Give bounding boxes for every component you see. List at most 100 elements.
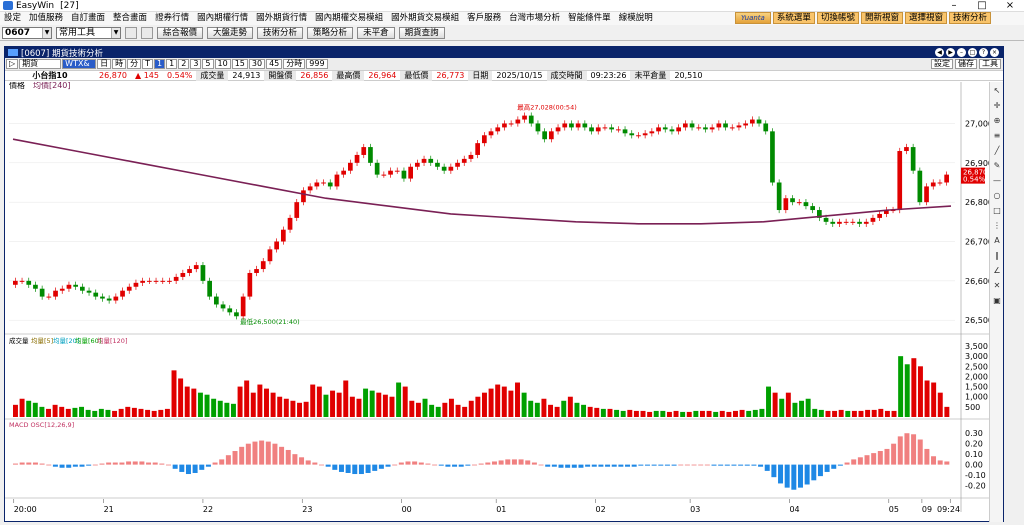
menu-item-7[interactable]: 國內期權交易模組 (315, 13, 384, 23)
market-trend-button[interactable]: 大盤走勢 (207, 26, 254, 39)
settings-button[interactable]: 設定 (931, 59, 953, 69)
volume-bar (250, 392, 256, 417)
osc-tick-label: 0.20 (965, 440, 983, 449)
freq-button-1[interactable]: 時 (112, 59, 127, 69)
open-interest-button[interactable]: 未平倉 (357, 26, 395, 39)
last-price-tag-label: 26,870 (963, 169, 988, 177)
menu-item-10[interactable]: 台灣市場分析 (509, 13, 561, 23)
candle (106, 298, 112, 301)
volume-bar (812, 408, 818, 417)
symbol-input[interactable]: 0607 ▼ (2, 26, 52, 39)
tools-button[interactable]: 工具 (979, 59, 1001, 69)
candle (595, 127, 601, 132)
menu-item-8[interactable]: 國外期貨交易模組 (391, 13, 460, 23)
minus-icon[interactable]: — (993, 176, 1001, 185)
close-icon[interactable]: × (990, 48, 999, 57)
switch-account-button[interactable]: 切換帳號 (816, 12, 859, 24)
osc-bar (452, 464, 458, 467)
parallel-icon[interactable]: ∥ (995, 251, 999, 260)
freq-button-11[interactable]: 30 (248, 59, 266, 69)
close-icon[interactable]: × (1005, 0, 1015, 11)
candle (234, 312, 239, 317)
bar-count-input[interactable]: 999 (306, 59, 328, 69)
freq-button-12[interactable]: 45 (266, 59, 283, 69)
minimize-icon[interactable]: – (951, 0, 957, 11)
menu-item-9[interactable]: 客戶服務 (467, 13, 502, 23)
osc-bar (877, 451, 883, 465)
price-change-pct: 0.54% (166, 70, 193, 80)
cursor-icon[interactable]: ↖ (993, 86, 1001, 95)
back-icon[interactable]: ◀ (935, 48, 944, 57)
tech-analysis-button[interactable]: 技術分析 (257, 26, 304, 39)
osc-tick-label: -0.10 (965, 471, 986, 480)
menu-item-0[interactable]: 設定 (4, 13, 22, 23)
type-select[interactable]: 期貨 (19, 59, 62, 69)
menu-item-11[interactable]: 智能條件單 (568, 13, 611, 23)
quote-button[interactable]: 綜合報價 (157, 26, 204, 39)
freq-button-9[interactable]: 10 (214, 59, 231, 69)
minimize-icon[interactable]: – (957, 48, 966, 57)
menu-item-6[interactable]: 國外期貨行情 (256, 13, 308, 23)
tool-select[interactable]: 常用工具 ▼ (56, 26, 121, 39)
menu-item-4[interactable]: 證券行情 (155, 13, 190, 23)
volume-bar (98, 408, 104, 417)
freq-button-4[interactable]: 1 (154, 59, 166, 69)
menu-item-1[interactable]: 加值服務 (29, 13, 64, 23)
magnify-icon[interactable]: ⊕ (993, 116, 1001, 125)
candle (421, 158, 427, 163)
lock-icon[interactable]: ▣ (993, 296, 1001, 305)
volume-bar (191, 388, 197, 417)
freq-button-8[interactable]: 5 (202, 59, 214, 69)
text-icon[interactable]: A (994, 236, 1000, 245)
chart-area[interactable]: 26,500 26,600 26,700 26,800 26,900 27,000 價格均價… (5, 82, 989, 522)
menu-item-12[interactable]: 線模說明 (618, 13, 653, 23)
candle (535, 123, 541, 132)
new-window-button[interactable]: 開新視窗 (860, 12, 903, 24)
candle (569, 123, 574, 128)
menu-item-5[interactable]: 國內期權行情 (197, 13, 249, 23)
window-icon[interactable] (141, 26, 153, 39)
fibonacci-icon[interactable]: ⋮ (993, 221, 1001, 230)
play-icon[interactable]: ▷ (6, 59, 19, 69)
code-input[interactable]: WTX& (62, 59, 97, 69)
restore-icon[interactable]: □ (968, 48, 977, 57)
osc-bar (458, 464, 464, 467)
candle (173, 276, 179, 281)
strategy-analysis-button[interactable]: 策略分析 (307, 26, 354, 39)
freq-button-6[interactable]: 2 (178, 59, 190, 69)
futures-query-button[interactable]: 期貨查詢 (398, 26, 445, 39)
pencil-icon[interactable]: ✎ (993, 161, 1001, 170)
freq-button-3[interactable]: T (142, 59, 154, 69)
candle (227, 308, 233, 313)
system-menu-button[interactable]: 系統選單 (772, 12, 815, 24)
volume-bar (772, 392, 778, 417)
select-window-button[interactable]: 選擇視窗 (904, 12, 947, 24)
maximize-icon[interactable]: □ (977, 0, 987, 11)
angle-icon[interactable]: ∠ (993, 266, 1001, 275)
save-button[interactable]: 儲存 (955, 59, 977, 69)
freq-button-5[interactable]: 1 (166, 59, 178, 69)
osc-tick-label: 0.10 (965, 450, 983, 459)
forward-icon[interactable]: ▶ (946, 48, 955, 57)
freq-button-13[interactable]: 分時 (283, 59, 306, 69)
volume-bar (699, 410, 705, 417)
hline-icon[interactable]: ≡ (993, 131, 1001, 140)
settings-icon[interactable] (125, 26, 137, 39)
circle-icon[interactable]: ○ (993, 191, 1001, 200)
candle (39, 288, 45, 297)
technical-analysis-button[interactable]: 技術分析 (948, 12, 991, 24)
help-icon[interactable]: ? (979, 48, 988, 57)
rectangle-icon[interactable]: □ (993, 206, 1001, 215)
delete-icon[interactable]: ✕ (993, 281, 1001, 290)
freq-button-2[interactable]: 分 (127, 59, 142, 69)
menu-item-2[interactable]: 自訂畫面 (71, 13, 106, 23)
menu-item-3[interactable]: 整合畫面 (113, 13, 148, 23)
trendline-icon[interactable]: ╱ (994, 146, 1000, 155)
crosshair-icon[interactable]: ✛ (993, 101, 1001, 110)
candle (837, 221, 842, 224)
volume-bar (944, 406, 950, 417)
volume-label: 成交量 (196, 70, 229, 81)
freq-button-10[interactable]: 15 (231, 59, 248, 69)
freq-button-0[interactable]: 日 (97, 59, 112, 69)
freq-button-7[interactable]: 3 (190, 59, 202, 69)
